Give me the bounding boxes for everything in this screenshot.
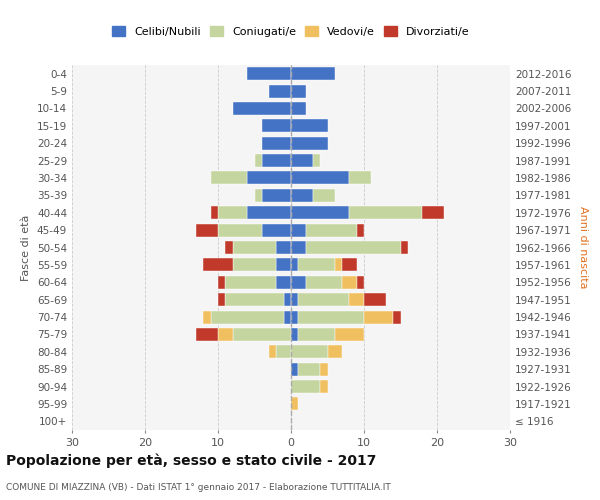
Y-axis label: Anni di nascita: Anni di nascita bbox=[578, 206, 588, 289]
Bar bbox=[291, 84, 305, 98]
Bar bbox=[291, 276, 305, 289]
Bar bbox=[262, 120, 291, 132]
Bar bbox=[335, 258, 342, 272]
Bar bbox=[254, 189, 262, 202]
Bar bbox=[291, 206, 349, 220]
Bar bbox=[342, 276, 357, 289]
Bar bbox=[203, 310, 211, 324]
Bar bbox=[328, 346, 342, 358]
Bar bbox=[284, 310, 291, 324]
Bar bbox=[277, 241, 291, 254]
Bar bbox=[305, 241, 401, 254]
Bar bbox=[262, 154, 291, 167]
Bar bbox=[247, 206, 291, 220]
Bar bbox=[422, 206, 444, 220]
Bar bbox=[262, 136, 291, 149]
Bar bbox=[291, 67, 335, 80]
Bar bbox=[291, 398, 298, 410]
Bar bbox=[247, 67, 291, 80]
Bar bbox=[291, 380, 320, 393]
Bar bbox=[233, 241, 277, 254]
Bar bbox=[320, 362, 328, 376]
Bar bbox=[291, 346, 328, 358]
Bar bbox=[291, 310, 298, 324]
Text: Popolazione per età, sesso e stato civile - 2017: Popolazione per età, sesso e stato civil… bbox=[6, 454, 376, 468]
Bar bbox=[291, 189, 313, 202]
Bar bbox=[291, 328, 298, 341]
Bar bbox=[196, 328, 218, 341]
Bar bbox=[262, 224, 291, 236]
Bar bbox=[356, 276, 364, 289]
Bar bbox=[291, 258, 298, 272]
Bar bbox=[218, 293, 226, 306]
Bar bbox=[211, 172, 247, 184]
Bar bbox=[313, 189, 335, 202]
Bar bbox=[291, 120, 328, 132]
Bar bbox=[298, 328, 335, 341]
Bar bbox=[349, 172, 371, 184]
Bar bbox=[364, 310, 393, 324]
Bar bbox=[262, 189, 291, 202]
Bar bbox=[211, 206, 218, 220]
Bar bbox=[269, 346, 277, 358]
Bar bbox=[298, 293, 349, 306]
Bar bbox=[349, 206, 422, 220]
Bar bbox=[313, 154, 320, 167]
Bar bbox=[291, 241, 305, 254]
Bar bbox=[291, 293, 298, 306]
Bar bbox=[233, 328, 291, 341]
Bar bbox=[218, 276, 226, 289]
Bar bbox=[196, 224, 218, 236]
Bar bbox=[305, 224, 357, 236]
Bar bbox=[291, 172, 349, 184]
Text: COMUNE DI MIAZZINA (VB) - Dati ISTAT 1° gennaio 2017 - Elaborazione TUTTITALIA.I: COMUNE DI MIAZZINA (VB) - Dati ISTAT 1° … bbox=[6, 483, 391, 492]
Bar bbox=[342, 258, 357, 272]
Bar bbox=[247, 172, 291, 184]
Bar bbox=[349, 293, 364, 306]
Bar bbox=[356, 224, 364, 236]
Legend: Celibi/Nubili, Coniugati/e, Vedovi/e, Divorziati/e: Celibi/Nubili, Coniugati/e, Vedovi/e, Di… bbox=[109, 23, 473, 40]
Bar bbox=[226, 241, 233, 254]
Bar bbox=[291, 102, 305, 115]
Bar bbox=[305, 276, 342, 289]
Bar bbox=[277, 346, 291, 358]
Bar bbox=[218, 224, 262, 236]
Bar bbox=[233, 102, 291, 115]
Bar bbox=[291, 362, 298, 376]
Bar bbox=[291, 224, 305, 236]
Bar bbox=[218, 206, 247, 220]
Bar bbox=[218, 328, 233, 341]
Bar bbox=[298, 258, 335, 272]
Bar bbox=[364, 293, 386, 306]
Bar bbox=[226, 293, 284, 306]
Bar bbox=[401, 241, 408, 254]
Bar bbox=[298, 310, 364, 324]
Bar bbox=[291, 154, 313, 167]
Bar bbox=[291, 136, 328, 149]
Y-axis label: Fasce di età: Fasce di età bbox=[22, 214, 31, 280]
Bar bbox=[203, 258, 233, 272]
Bar bbox=[269, 84, 291, 98]
Bar bbox=[298, 362, 320, 376]
Bar bbox=[335, 328, 364, 341]
Bar bbox=[226, 276, 277, 289]
Bar bbox=[284, 293, 291, 306]
Bar bbox=[254, 154, 262, 167]
Bar bbox=[211, 310, 284, 324]
Bar bbox=[277, 258, 291, 272]
Bar bbox=[320, 380, 328, 393]
Bar bbox=[233, 258, 277, 272]
Bar bbox=[277, 276, 291, 289]
Bar bbox=[393, 310, 401, 324]
